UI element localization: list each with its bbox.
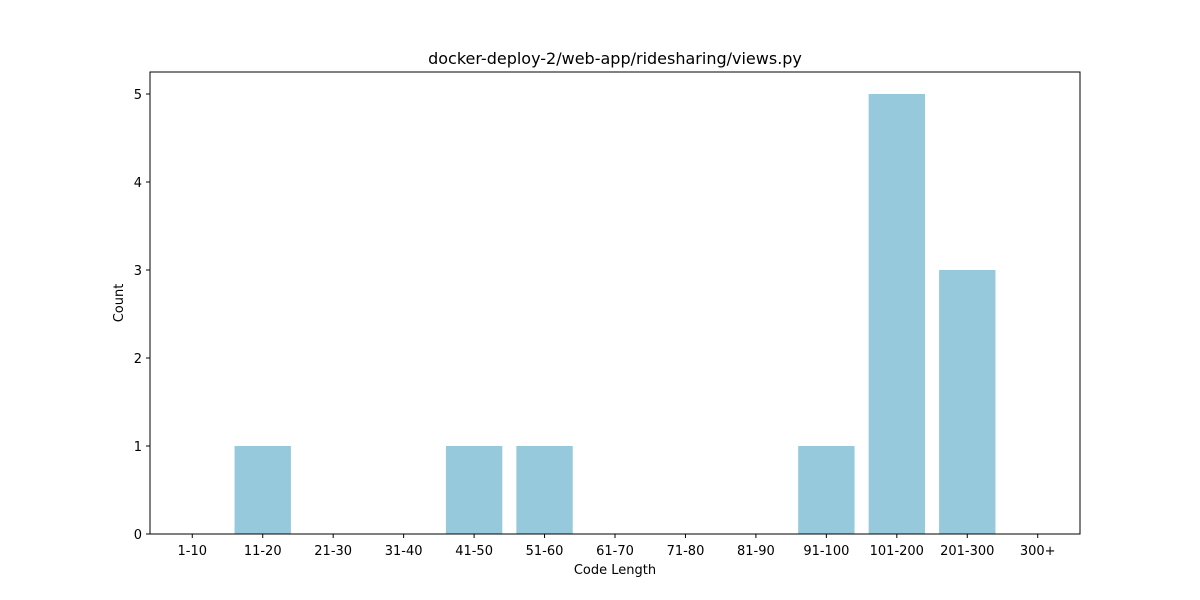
x-axis-label: Code Length xyxy=(574,563,656,578)
bars-group xyxy=(234,94,996,534)
bar-91-100 xyxy=(798,446,855,534)
x-tick-label: 21-30 xyxy=(314,544,352,559)
x-tick-label: 81-90 xyxy=(737,544,775,559)
bar-201-300 xyxy=(939,270,996,534)
bar-51-60 xyxy=(516,446,573,534)
y-axis-label: Count xyxy=(112,284,127,323)
x-axis-ticks: 1-10 11-20 21-30 31-40 41-50 51-60 61-70 71-80 8… xyxy=(178,534,1056,559)
x-tick-label: 101-200 xyxy=(870,544,924,559)
x-tick-label: 11-20 xyxy=(244,544,282,559)
bar-101-200 xyxy=(868,94,925,534)
x-tick-label: 300+ xyxy=(1020,544,1056,559)
y-tick-label: 2 xyxy=(134,352,142,367)
x-tick-label: 201-300 xyxy=(940,544,994,559)
x-tick-label: 91-100 xyxy=(803,544,849,559)
y-tick-label: 4 xyxy=(134,176,142,191)
y-axis-ticks: 0 1 2 3 4 5 xyxy=(134,88,150,543)
bar-41-50 xyxy=(445,446,503,534)
y-tick-label: 5 xyxy=(134,88,142,103)
x-tick-label: 1-10 xyxy=(178,544,208,559)
y-tick-label: 1 xyxy=(134,440,142,455)
chart-title: docker-deploy-2/web-app/ridesharing/view… xyxy=(428,49,802,68)
y-tick-label: 3 xyxy=(134,264,142,279)
x-tick-label: 71-80 xyxy=(667,544,705,559)
bar-11-20 xyxy=(234,446,291,534)
y-tick-label: 0 xyxy=(134,528,142,543)
x-tick-label: 61-70 xyxy=(596,544,634,559)
x-tick-label: 41-50 xyxy=(455,544,493,559)
x-tick-label: 51-60 xyxy=(526,544,564,559)
x-tick-label: 31-40 xyxy=(385,544,423,559)
